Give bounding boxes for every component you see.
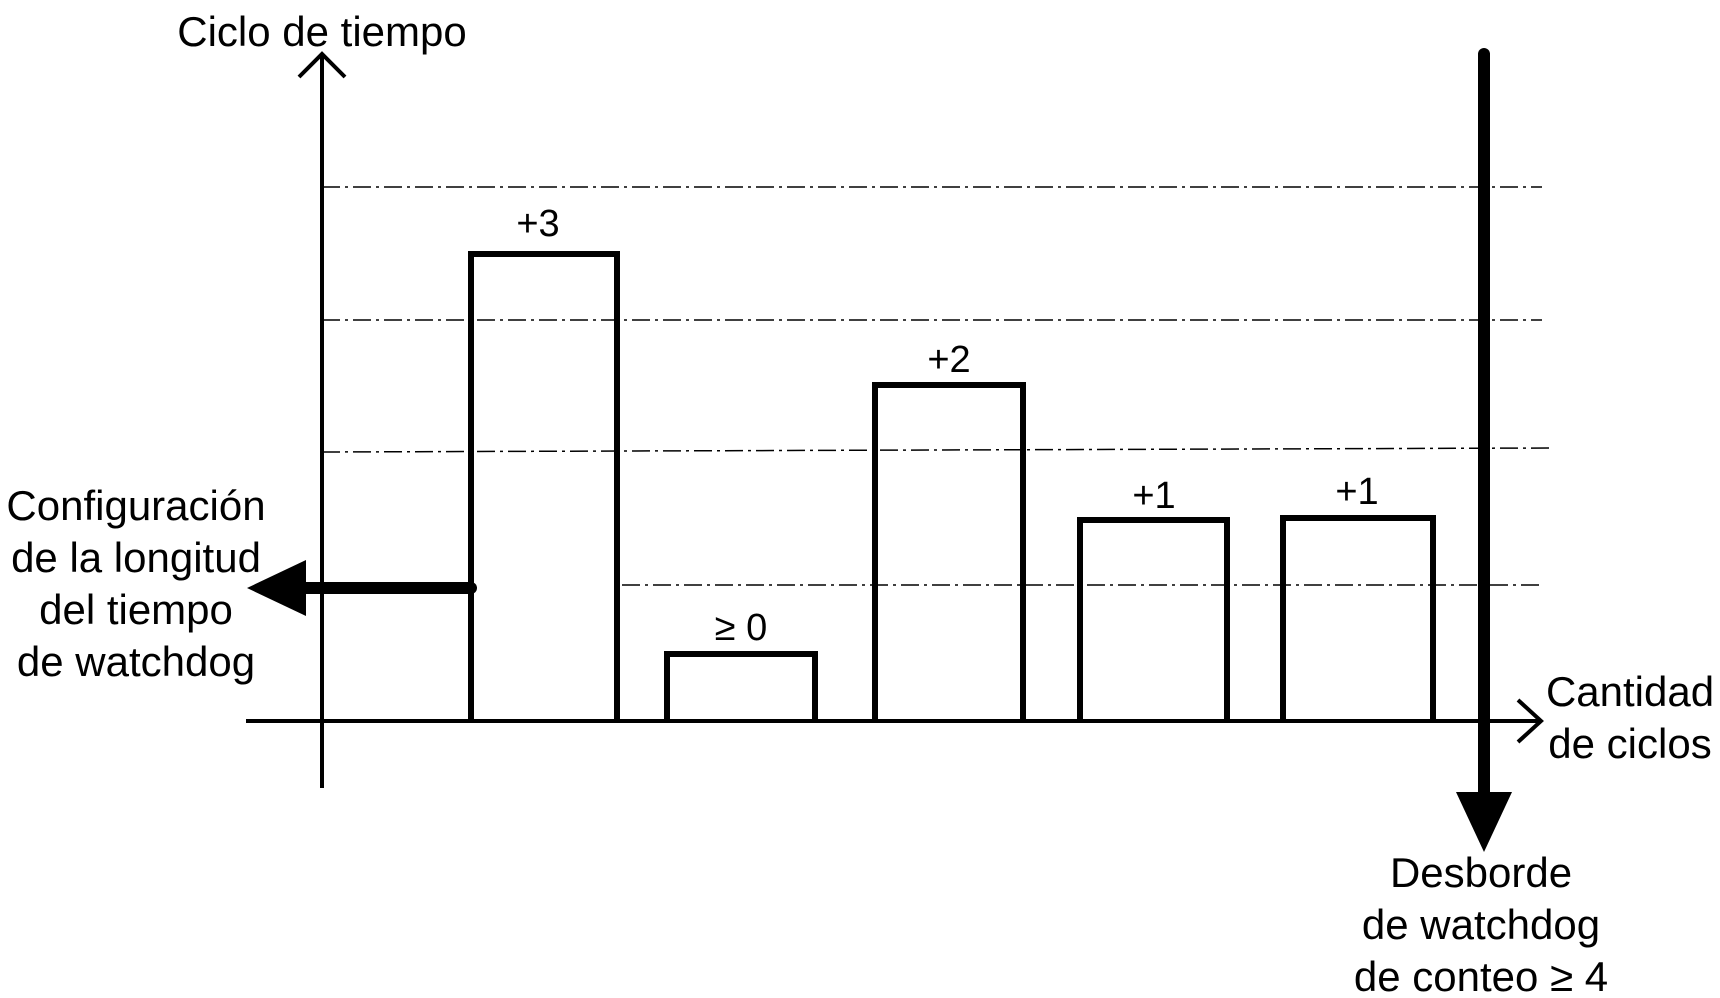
right-annotation-line-2: de watchdog bbox=[1362, 901, 1600, 948]
y-axis-label: Ciclo de tiempo bbox=[177, 8, 466, 55]
bar-3-label: +2 bbox=[927, 339, 970, 381]
right-annotation-line-3: de conteo ≥ 4 bbox=[1354, 953, 1608, 998]
bar-1 bbox=[468, 251, 620, 722]
bar-3 bbox=[872, 382, 1026, 722]
x-axis-label-line-1: Cantidad bbox=[1546, 668, 1714, 715]
left-annotation-line-2: de la longitud bbox=[11, 534, 261, 581]
bar-2 bbox=[664, 651, 818, 722]
x-axis: Cantidad de ciclos bbox=[246, 668, 1714, 767]
y-axis: Ciclo de tiempo bbox=[177, 8, 467, 788]
bar-4 bbox=[1077, 517, 1230, 722]
right-annotation: Desborde de watchdog de conteo ≥ 4 bbox=[1354, 48, 1608, 998]
x-axis-arrow-icon bbox=[1516, 698, 1544, 744]
left-annotation-line-4: de watchdog bbox=[17, 638, 255, 685]
left-arrow-icon bbox=[247, 560, 306, 616]
right-annotation-line-1: Desborde bbox=[1390, 849, 1572, 896]
bar-5 bbox=[1280, 515, 1436, 722]
grid-line-3 bbox=[321, 447, 1553, 453]
down-arrow-icon bbox=[1456, 792, 1512, 852]
bars: +3 ≥ 0 +2 +1 +1 bbox=[468, 203, 1436, 722]
bar-4-label: +1 bbox=[1132, 475, 1175, 517]
bar-5-label: +1 bbox=[1335, 471, 1378, 513]
left-annotation-line-3: del tiempo bbox=[39, 586, 233, 633]
bar-1-label: +3 bbox=[516, 203, 559, 245]
bar-2-label: ≥ 0 bbox=[715, 607, 768, 649]
y-axis-arrow-icon bbox=[297, 51, 347, 79]
x-axis-label-line-2: de ciclos bbox=[1548, 720, 1711, 767]
left-annotation-line-1: Configuración bbox=[6, 482, 265, 529]
left-annotation: Configuración de la longitud del tiempo … bbox=[6, 482, 477, 685]
